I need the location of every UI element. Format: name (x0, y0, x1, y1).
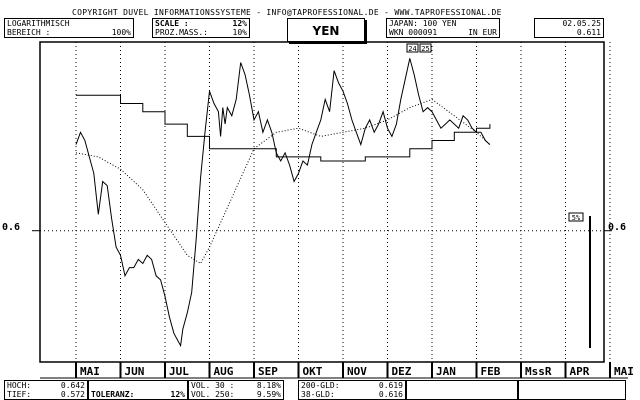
series-kurs (75, 58, 491, 348)
volatility-box: VOL. 30 : 8.18% VOL. 250: 9.59% (188, 380, 284, 400)
series-200-gld (76, 94, 491, 162)
x-tick-label: JUN (125, 365, 145, 378)
proz-label: PROZ.MASS.: (155, 28, 208, 37)
empty-info-box-1 (406, 380, 518, 400)
tief-label: TIEF: (7, 390, 32, 399)
vol30-value: 8.18% (256, 381, 281, 390)
hoch-label: HOCH: (7, 381, 32, 390)
gld38-value: 0.616 (378, 390, 403, 399)
gld38-label: 38-GLD: (301, 390, 335, 399)
tief-value: 0.572 (60, 390, 85, 399)
y-tick-label-right: 0.6 (608, 222, 627, 233)
date: 02.05.25 (562, 19, 601, 28)
annotation-label: 24 (408, 45, 416, 53)
annotation-box (568, 212, 584, 222)
wkn: WKN 000091 (389, 28, 438, 37)
x-tick-label: MAI (614, 365, 634, 378)
instrument-name: JAPAN: 100 YEN (389, 19, 457, 28)
gld-box: 200-GLD: 0.619 38-GLD: 0.616 (298, 380, 406, 400)
toleranz-value: 12% (170, 390, 185, 399)
x-tick-label: APR (570, 365, 590, 378)
x-tick-label: NOV (347, 365, 367, 378)
x-tick-label: JUL (169, 365, 189, 378)
vol30-label: VOL. 30 : (191, 381, 235, 390)
x-tick-label: FEB (481, 365, 501, 378)
hoch-tief-box: HOCH: 0.642 TIEF: 0.572 (4, 380, 88, 400)
vol250-label: VOL. 250: (191, 390, 235, 399)
date-box: 02.05.25 0.611 (534, 18, 604, 38)
toleranz-label: TOLERANZ: (91, 390, 135, 399)
plot-frame (39, 41, 605, 363)
scale-mode: LOGARITHMISCH (7, 19, 70, 28)
annotation-box (406, 43, 419, 53)
toleranz-box: TOLERANZ: 12% (88, 380, 188, 400)
x-tick-label: JAN (436, 365, 456, 378)
annotation-label: 25 (421, 45, 429, 53)
x-tick-label: OKT (303, 365, 323, 378)
bereich-value: 100% (111, 28, 131, 37)
y-tick-label-left: 0.6 (2, 222, 21, 233)
gld200-value: 0.619 (378, 381, 403, 390)
empty-info-box-2 (518, 380, 626, 400)
scale-label: SCALE : (155, 19, 189, 28)
proz-value: 10% (232, 28, 247, 37)
annotation-box (419, 43, 432, 53)
series-38-gld (75, 98, 491, 265)
scale-box: SCALE : 12% PROZ.MASS.: 10% (152, 18, 250, 38)
gld200-label: 200-GLD: (301, 381, 340, 390)
vol250-value: 9.59% (256, 390, 281, 399)
scale-mode-box: LOGARITHMISCH BEREICH : 100% (4, 18, 134, 38)
currency: IN EUR (468, 28, 497, 37)
x-tick-label: SEP (258, 365, 278, 378)
scale-value: 12% (232, 19, 247, 28)
x-tick-label: DEZ (392, 365, 412, 378)
hoch-value: 0.642 (60, 381, 85, 390)
annotation-label: 5% (572, 214, 581, 222)
x-tick-label: MssR (525, 365, 552, 378)
copyright-text: COPYRIGHT DUVEL INFORMATIONSSYSTEME - IN… (72, 8, 502, 17)
x-tick-label: MAI (80, 365, 100, 378)
instrument-box: JAPAN: 100 YEN WKN 000091 IN EUR (386, 18, 500, 38)
x-tick-label: AUG (214, 365, 234, 378)
last-value: 0.611 (576, 28, 601, 37)
bereich-label: BEREICH : (7, 28, 51, 37)
